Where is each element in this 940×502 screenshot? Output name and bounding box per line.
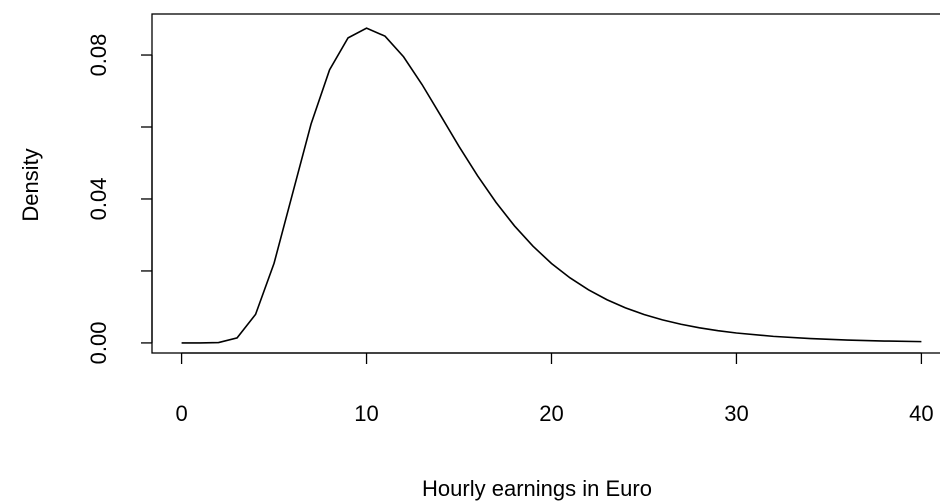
y-tick-label: 0.00 [86, 322, 111, 365]
y-axis-label: Density [18, 148, 43, 221]
y-tick-label: 0.08 [86, 34, 111, 77]
density-line [181, 27, 922, 344]
x-tick-label: 20 [539, 401, 563, 426]
x-axis-label: Hourly earnings in Euro [422, 476, 652, 501]
y-tick-label: 0.04 [86, 178, 111, 221]
x-tick-label: 30 [724, 401, 748, 426]
plot-frame [151, 13, 940, 354]
x-tick-label: 0 [175, 401, 187, 426]
x-tick-label: 10 [354, 401, 378, 426]
x-tick-label: 40 [909, 401, 933, 426]
